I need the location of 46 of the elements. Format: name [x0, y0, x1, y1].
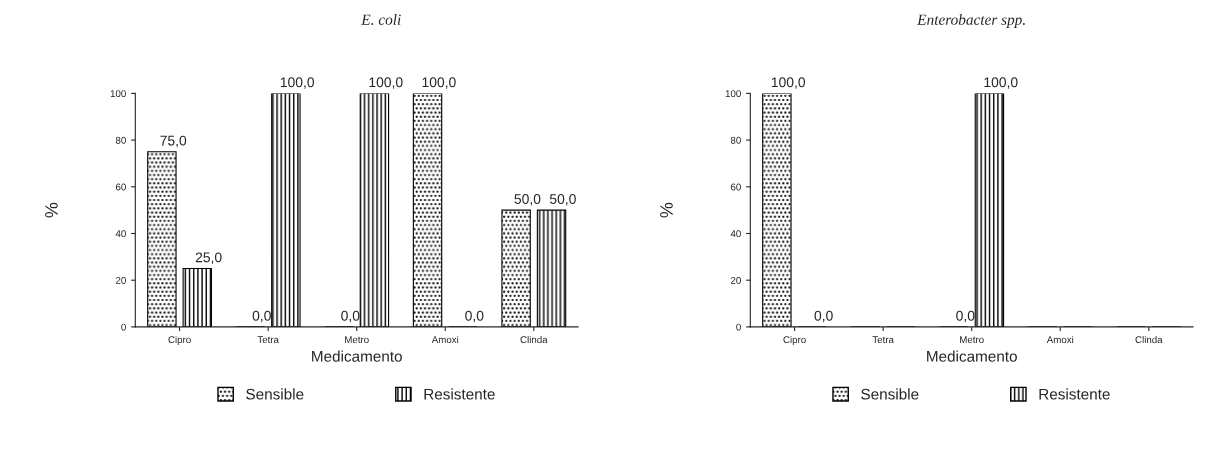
y-axis-title: % [45, 202, 58, 218]
data-label: 50,0 [514, 194, 541, 206]
data-label: 0,0 [341, 310, 360, 323]
data-label: 100,0 [369, 77, 403, 89]
x-axis-title: Medicamento [927, 350, 1017, 362]
y-tick-label: 40 [730, 230, 741, 238]
data-label: 0,0 [956, 310, 975, 323]
data-label: 50,0 [549, 194, 576, 206]
y-tick-label: 80 [730, 136, 741, 144]
x-tick-label: Amoxi [431, 335, 459, 344]
x-tick-label: Metro [960, 336, 984, 344]
y-tick-label: 20 [115, 276, 126, 284]
y-tick-label: 60 [730, 183, 741, 191]
chart-title: E. coli [361, 14, 401, 25]
y-tick-label: 0 [736, 323, 741, 331]
x-tick-label: Tetra [872, 336, 894, 344]
y-tick-label: 60 [115, 183, 126, 191]
x-tick-label: Cipro [168, 335, 191, 345]
y-tick-label: 100 [725, 90, 741, 98]
y-axis-title: % [660, 202, 673, 218]
chart-title: Enterobacter spp. [917, 14, 1025, 28]
x-tick-label: Clinda [1135, 335, 1163, 344]
y-tick-label: 100 [110, 90, 126, 98]
data-label: 0,0 [465, 310, 484, 323]
data-label: 75,0 [160, 135, 187, 148]
data-label: 0,0 [814, 310, 833, 323]
data-label: 0,0 [252, 310, 271, 323]
x-tick-label: Clinda [520, 335, 548, 344]
legend-label: Resistente [424, 388, 495, 400]
x-tick-label: Amoxi [1046, 335, 1074, 344]
legend-label: Resistente [1039, 388, 1110, 400]
data-label: 100,0 [280, 77, 315, 89]
data-label: 100,0 [984, 77, 1018, 89]
y-tick-label: 40 [115, 230, 126, 238]
x-tick-label: Metro [345, 336, 369, 344]
data-label: 100,0 [422, 77, 456, 89]
x-axis-title: Medicamento [312, 350, 402, 362]
y-tick-label: 20 [730, 276, 741, 284]
data-label: 100,0 [771, 77, 806, 89]
x-tick-label: Tetra [257, 336, 279, 344]
y-tick-label: 0 [121, 323, 126, 331]
legend-label: Sensible [246, 388, 304, 400]
legend-label: Sensible [861, 388, 919, 400]
y-tick-label: 80 [115, 136, 126, 144]
data-label: 25,0 [195, 252, 222, 264]
x-tick-label: Cipro [783, 335, 806, 345]
